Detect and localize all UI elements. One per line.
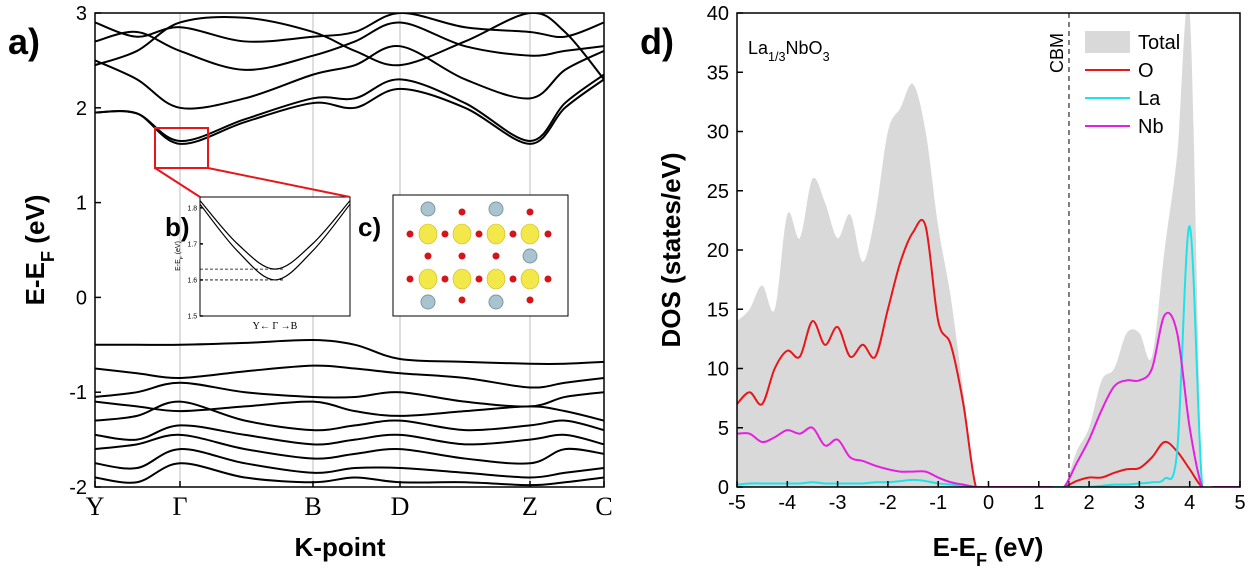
line [95,448,604,479]
x-axis-title: E-EF (eV) [933,532,1044,570]
panel-label: b) [165,212,190,242]
formula-part: 3 [823,50,830,64]
legend-swatch [1085,31,1130,53]
x-tick-label: 4 [1184,492,1195,514]
legend-label: La [1138,88,1161,110]
y-axis-title-part: E-E [20,262,50,305]
isosurfaces [418,223,540,290]
zoom-line [207,167,351,198]
x-tick-label: 2 [1084,492,1095,514]
y-axis-title: DOS (states/eV) [656,152,686,347]
inset-y-axis-title-part: (eV) [175,241,182,256]
legend-label: Total [1138,32,1180,54]
y-tick-label: 1.5 [187,313,197,320]
y-tick-label: 20 [707,240,729,262]
x-tick-label: -3 [829,492,847,514]
y-axis-title-part: (eV) [20,195,50,251]
plot-area [737,13,1240,487]
inset-y-axis-title-part: F [179,256,185,259]
legend-label: O [1138,60,1154,82]
x-axis-title-part: F [976,550,987,570]
x-tick-label: 3 [1134,492,1145,514]
area [737,13,1240,487]
line [737,311,1240,487]
y-tick-label: 0 [76,287,87,309]
y-tick-label: 1.6 [187,277,197,284]
plot-frame [94,12,605,488]
zoom-box [154,127,209,169]
x-tick-label: C [595,492,612,521]
line [95,400,604,432]
image-frame [392,194,569,317]
y-tick-label: 40 [707,3,729,25]
line [737,219,1240,487]
y-tick-label: -2 [69,477,87,499]
y-tick-label: 3 [76,3,87,25]
y-tick-label: 2 [76,98,87,120]
x-tick-label: -2 [879,492,897,514]
line [737,225,1240,487]
y-tick-label: 15 [707,299,729,321]
formula-part: La [748,38,769,58]
x-axis-title-part: E-E [933,532,976,562]
x-tick-label: -4 [778,492,796,514]
line [95,73,604,142]
y-tick-label: 10 [707,359,729,381]
x-axis-title-part: (eV) [987,532,1043,562]
line [95,381,604,408]
formula-part: 1/3 [768,50,786,64]
o-atoms [406,208,552,304]
annotation-text: CBM [1047,33,1067,73]
line [95,462,604,487]
y-tick-label: 1.7 [187,241,197,248]
plot-background [200,197,350,316]
crystal-image [392,194,569,317]
y-tick-label: 30 [707,122,729,144]
inset-x-axis-title: Y← Γ →B [253,321,298,332]
y-tick-label: -1 [69,382,87,404]
line [95,400,604,422]
x-tick-label: Y [86,492,105,521]
line [95,339,604,365]
panel-label: d) [640,21,674,62]
la-atoms [420,201,538,310]
x-tick-label: 0 [983,492,994,514]
formula-part: NbO [786,38,823,58]
x-tick-label: Z [522,492,538,521]
zoom-line [154,167,201,198]
plot-frame [736,12,1241,488]
line [95,424,604,446]
formula: La1/3NbO3 [748,38,830,64]
line [95,433,604,465]
x-axis-title: K-point [295,532,386,562]
panel-label: c) [358,212,381,242]
y-tick-label: 25 [707,181,729,203]
x-tick-label: D [391,492,410,521]
x-tick-label: 1 [1033,492,1044,514]
plot-frame [199,196,351,317]
y-axis-title-part: F [38,251,58,262]
y-tick-label: 0 [718,477,729,499]
line [95,364,604,389]
x-tick-label: 5 [1234,492,1245,514]
zoom-indicator [154,127,351,198]
line [95,21,604,71]
panel-label: a) [8,21,40,62]
legend-label: Nb [1138,116,1164,138]
y-axis-title: E-EF (eV) [20,195,58,306]
line [95,78,604,145]
x-tick-label: B [304,492,321,521]
inset-y-axis-title-part: E-E [175,259,182,271]
x-tick-label: -1 [929,492,947,514]
y-tick-label: 1 [76,193,87,215]
line [95,45,604,110]
y-tick-label: 35 [707,62,729,84]
inset-y-axis-title: E-EF (eV) [175,241,185,271]
y-tick-label: 5 [718,418,729,440]
y-tick-label: 1.8 [187,205,197,212]
x-tick-label: Γ [172,492,187,521]
x-tick-label: -5 [728,492,746,514]
